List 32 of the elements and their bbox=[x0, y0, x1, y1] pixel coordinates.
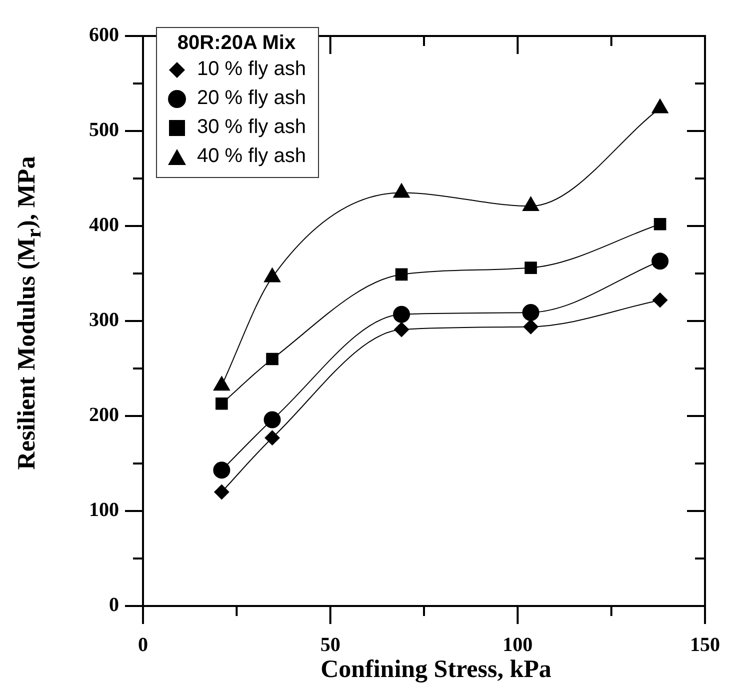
y-tick-label: 100 bbox=[89, 499, 119, 522]
legend-title: 80R:20A Mix bbox=[176, 32, 297, 55]
point bbox=[523, 319, 538, 334]
y-tick-label: 300 bbox=[89, 309, 119, 332]
y-tick-label: 600 bbox=[89, 24, 119, 46]
x-axis-title: Confining Stress, kPa bbox=[320, 656, 552, 684]
x-tick-label: 150 bbox=[690, 634, 720, 656]
y-tick-label: 500 bbox=[89, 119, 119, 142]
point bbox=[213, 462, 230, 479]
y-tick-label: 200 bbox=[89, 404, 119, 426]
point bbox=[264, 430, 280, 446]
legend-label: 20 % fly ash bbox=[197, 86, 306, 111]
point bbox=[266, 352, 278, 366]
point bbox=[654, 218, 666, 230]
point bbox=[264, 411, 281, 428]
legend-label: 40 % fly ash bbox=[197, 144, 306, 169]
legend-label: 10 % fly ash bbox=[197, 57, 306, 82]
point bbox=[394, 322, 410, 338]
point bbox=[522, 304, 540, 321]
point bbox=[524, 262, 537, 274]
x-tick-label: 50 bbox=[320, 634, 340, 656]
point bbox=[652, 252, 669, 270]
y-tick-label: 0 bbox=[109, 594, 119, 616]
point bbox=[395, 268, 408, 281]
point bbox=[216, 397, 228, 410]
y-tick-label: 400 bbox=[89, 214, 119, 236]
x-tick-label: 100 bbox=[502, 634, 533, 656]
point bbox=[214, 484, 230, 500]
x-tick-label: 0 bbox=[138, 634, 148, 656]
point bbox=[393, 306, 410, 323]
point bbox=[652, 292, 668, 308]
legend-label: 30 % fly ash bbox=[197, 115, 306, 140]
